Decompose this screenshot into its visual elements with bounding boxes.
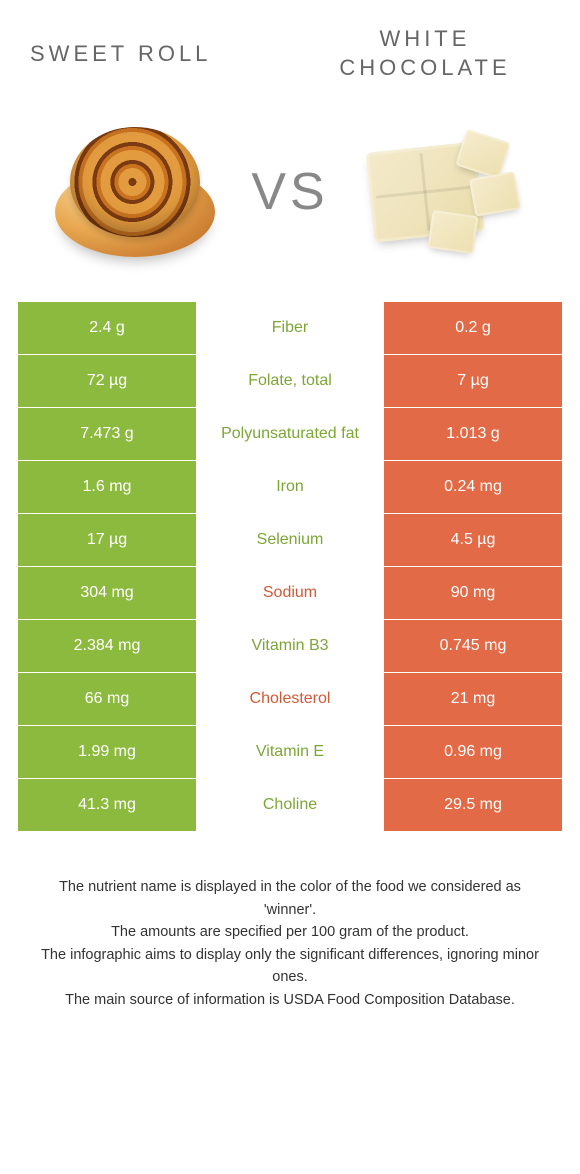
comparison-table: 2.4 gFiber0.2 g72 µgFolate, total7 µg7.4… [18,302,562,832]
table-row: 1.6 mgIron0.24 mg [18,461,562,514]
value-left: 17 µg [18,514,196,567]
sweet-roll-image [30,102,240,282]
value-right: 0.2 g [384,302,562,355]
nutrient-name: Vitamin E [196,726,384,779]
value-left: 1.99 mg [18,726,196,779]
value-right: 0.96 mg [384,726,562,779]
table-row: 7.473 gPolyunsaturated fat1.013 g [18,408,562,461]
value-left: 304 mg [18,567,196,620]
title-right: WHITE CHOCOLATE [300,25,550,82]
footnote-line: The main source of information is USDA F… [40,989,540,1011]
table-row: 2.4 gFiber0.2 g [18,302,562,355]
table-row: 41.3 mgCholine29.5 mg [18,779,562,832]
title-right-line1: WHITE [300,25,550,54]
nutrient-name: Polyunsaturated fat [196,408,384,461]
title-right-line2: CHOCOLATE [300,54,550,83]
vs-label: VS [251,162,328,222]
table-row: 17 µgSelenium4.5 µg [18,514,562,567]
nutrient-name: Fiber [196,302,384,355]
value-right: 1.013 g [384,408,562,461]
nutrient-name: Iron [196,461,384,514]
hero: VS [0,92,580,302]
footnote-line: The nutrient name is displayed in the co… [40,876,540,921]
nutrient-name: Cholesterol [196,673,384,726]
value-right: 90 mg [384,567,562,620]
table-row: 72 µgFolate, total7 µg [18,355,562,408]
footnote-line: The amounts are specified per 100 gram o… [40,921,540,943]
table-row: 66 mgCholesterol21 mg [18,673,562,726]
value-left: 1.6 mg [18,461,196,514]
value-right: 0.24 mg [384,461,562,514]
title-left: SWEET ROLL [30,41,280,67]
white-chocolate-image [340,102,550,282]
header: SWEET ROLL WHITE CHOCOLATE [0,0,580,92]
value-left: 2.384 mg [18,620,196,673]
value-left: 66 mg [18,673,196,726]
value-left: 7.473 g [18,408,196,461]
table-row: 2.384 mgVitamin B30.745 mg [18,620,562,673]
value-right: 0.745 mg [384,620,562,673]
value-left: 72 µg [18,355,196,408]
value-right: 4.5 µg [384,514,562,567]
footnote-line: The infographic aims to display only the… [40,944,540,989]
nutrient-name: Sodium [196,567,384,620]
nutrient-name: Selenium [196,514,384,567]
table-row: 1.99 mgVitamin E0.96 mg [18,726,562,779]
nutrient-name: Vitamin B3 [196,620,384,673]
value-left: 2.4 g [18,302,196,355]
value-right: 29.5 mg [384,779,562,832]
nutrient-name: Choline [196,779,384,832]
value-right: 21 mg [384,673,562,726]
nutrient-name: Folate, total [196,355,384,408]
value-right: 7 µg [384,355,562,408]
value-left: 41.3 mg [18,779,196,832]
table-row: 304 mgSodium90 mg [18,567,562,620]
footnotes: The nutrient name is displayed in the co… [0,832,580,1011]
